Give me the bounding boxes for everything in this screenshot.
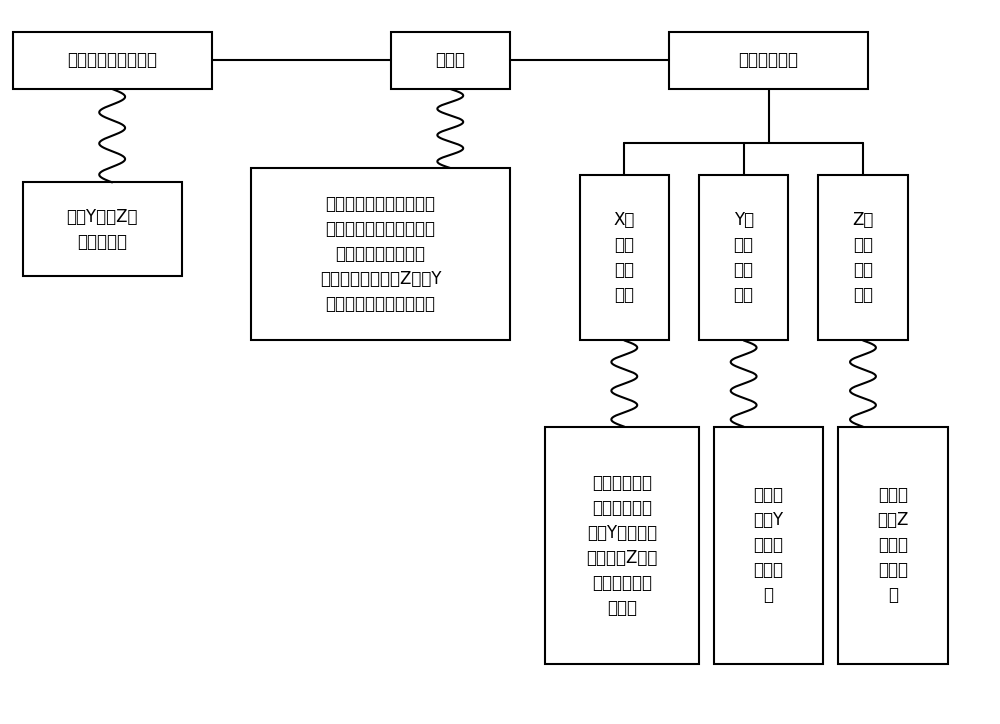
FancyBboxPatch shape [818, 175, 908, 340]
FancyBboxPatch shape [669, 32, 868, 89]
Text: 控制器: 控制器 [435, 51, 465, 70]
Text: 带动焊
枪沿Y
轴方向
横向移
动: 带动焊 枪沿Y 轴方向 横向移 动 [753, 487, 784, 605]
Text: X轴
方向
驱动
组件: X轴 方向 驱动 组件 [614, 211, 635, 304]
FancyBboxPatch shape [714, 426, 823, 664]
FancyBboxPatch shape [23, 182, 182, 276]
FancyBboxPatch shape [545, 426, 699, 664]
FancyBboxPatch shape [580, 175, 669, 340]
Text: 二维激光传感器组件: 二维激光传感器组件 [67, 51, 157, 70]
FancyBboxPatch shape [391, 32, 510, 89]
Text: 在数组中存储偏差数据；
将数组中溢出的偏差数据
与预设精度值比较；
根据比较结果控制Z轴和Y
轴补偿组件动作特定位移: 在数组中存储偏差数据； 将数组中溢出的偏差数据 与预设精度值比较； 根据比较结果… [320, 195, 441, 313]
FancyBboxPatch shape [13, 32, 212, 89]
Text: 位移补偿机构: 位移补偿机构 [739, 51, 799, 70]
FancyBboxPatch shape [838, 426, 948, 664]
FancyBboxPatch shape [251, 168, 510, 340]
Text: 带动焊
枪沿Z
轴方向
上下移
动: 带动焊 枪沿Z 轴方向 上下移 动 [877, 487, 908, 605]
FancyBboxPatch shape [699, 175, 788, 340]
Text: Y轴
方向
补偿
组件: Y轴 方向 补偿 组件 [734, 211, 754, 304]
Text: 获取Y轴和Z轴
的偏差数据: 获取Y轴和Z轴 的偏差数据 [66, 208, 138, 251]
Text: 带动焊枪、二
维激光传感组
件、Y轴方向补
偿组件和Z轴方
向补偿组件水
平移动: 带动焊枪、二 维激光传感组 件、Y轴方向补 偿组件和Z轴方 向补偿组件水 平移动 [586, 473, 658, 617]
Text: Z轴
方向
补偿
组件: Z轴 方向 补偿 组件 [852, 211, 874, 304]
